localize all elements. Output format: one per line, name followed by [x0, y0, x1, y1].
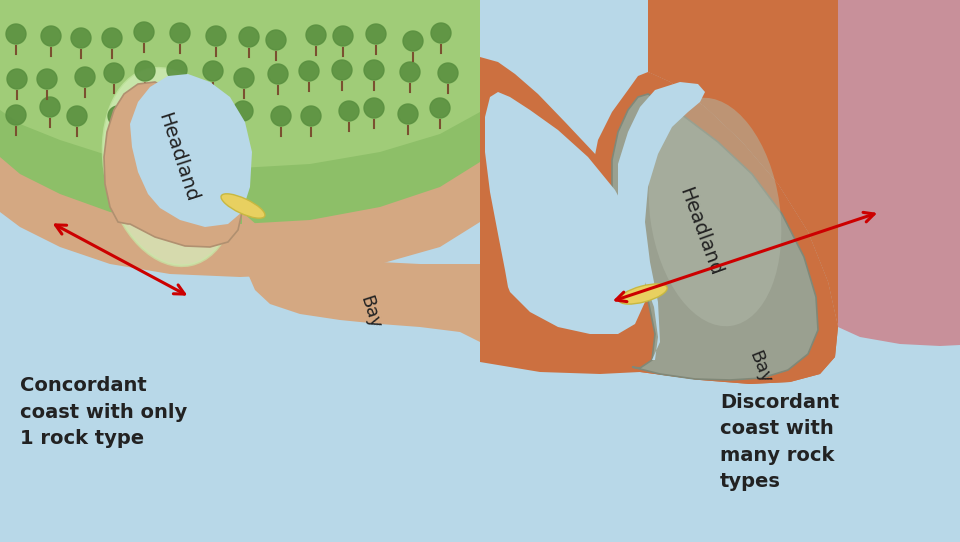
Circle shape	[202, 107, 222, 127]
Polygon shape	[480, 0, 670, 374]
Polygon shape	[838, 0, 960, 346]
Circle shape	[366, 24, 386, 44]
Circle shape	[206, 26, 226, 46]
Circle shape	[102, 28, 122, 48]
Ellipse shape	[649, 98, 781, 326]
Circle shape	[7, 69, 27, 89]
Circle shape	[167, 60, 187, 80]
Text: Concordant
coast with only
1 rock type: Concordant coast with only 1 rock type	[20, 376, 187, 448]
Circle shape	[170, 23, 190, 43]
Circle shape	[239, 27, 259, 47]
Circle shape	[364, 98, 384, 118]
Circle shape	[108, 106, 128, 126]
Circle shape	[431, 23, 451, 43]
Circle shape	[306, 25, 326, 45]
Circle shape	[234, 68, 254, 88]
Text: Bay: Bay	[356, 293, 384, 331]
Circle shape	[403, 31, 423, 51]
Circle shape	[134, 22, 154, 42]
Circle shape	[339, 101, 359, 121]
Polygon shape	[104, 82, 242, 247]
Circle shape	[268, 64, 288, 84]
Circle shape	[271, 106, 291, 126]
Circle shape	[400, 62, 420, 82]
Polygon shape	[648, 0, 838, 327]
Circle shape	[75, 67, 95, 87]
Polygon shape	[612, 94, 818, 380]
Polygon shape	[242, 212, 480, 342]
Circle shape	[333, 26, 353, 46]
Ellipse shape	[221, 194, 265, 218]
Circle shape	[438, 63, 458, 83]
Circle shape	[135, 61, 155, 81]
Circle shape	[266, 30, 286, 50]
Polygon shape	[625, 72, 838, 384]
Circle shape	[233, 101, 253, 121]
Circle shape	[37, 69, 57, 89]
Polygon shape	[0, 0, 480, 224]
Circle shape	[6, 105, 26, 125]
Circle shape	[203, 61, 223, 81]
Circle shape	[398, 104, 418, 124]
Polygon shape	[130, 74, 252, 227]
Circle shape	[332, 60, 352, 80]
Text: Bay: Bay	[745, 348, 775, 386]
Circle shape	[67, 106, 87, 126]
Polygon shape	[0, 0, 480, 277]
Circle shape	[71, 28, 91, 48]
Polygon shape	[618, 82, 705, 360]
Polygon shape	[0, 0, 480, 168]
Text: Headland: Headland	[155, 110, 202, 204]
Ellipse shape	[619, 284, 667, 304]
Circle shape	[41, 26, 61, 46]
Polygon shape	[485, 92, 645, 334]
Circle shape	[299, 61, 319, 81]
Text: Headland: Headland	[675, 185, 725, 279]
Circle shape	[301, 106, 321, 126]
Circle shape	[364, 60, 384, 80]
Circle shape	[104, 63, 124, 83]
Ellipse shape	[103, 68, 237, 266]
Circle shape	[430, 98, 450, 118]
Circle shape	[6, 24, 26, 44]
Circle shape	[138, 98, 158, 118]
Polygon shape	[592, 72, 838, 384]
Circle shape	[166, 99, 186, 119]
Circle shape	[40, 97, 60, 117]
Text: Discordant
coast with
many rock
types: Discordant coast with many rock types	[720, 393, 839, 491]
